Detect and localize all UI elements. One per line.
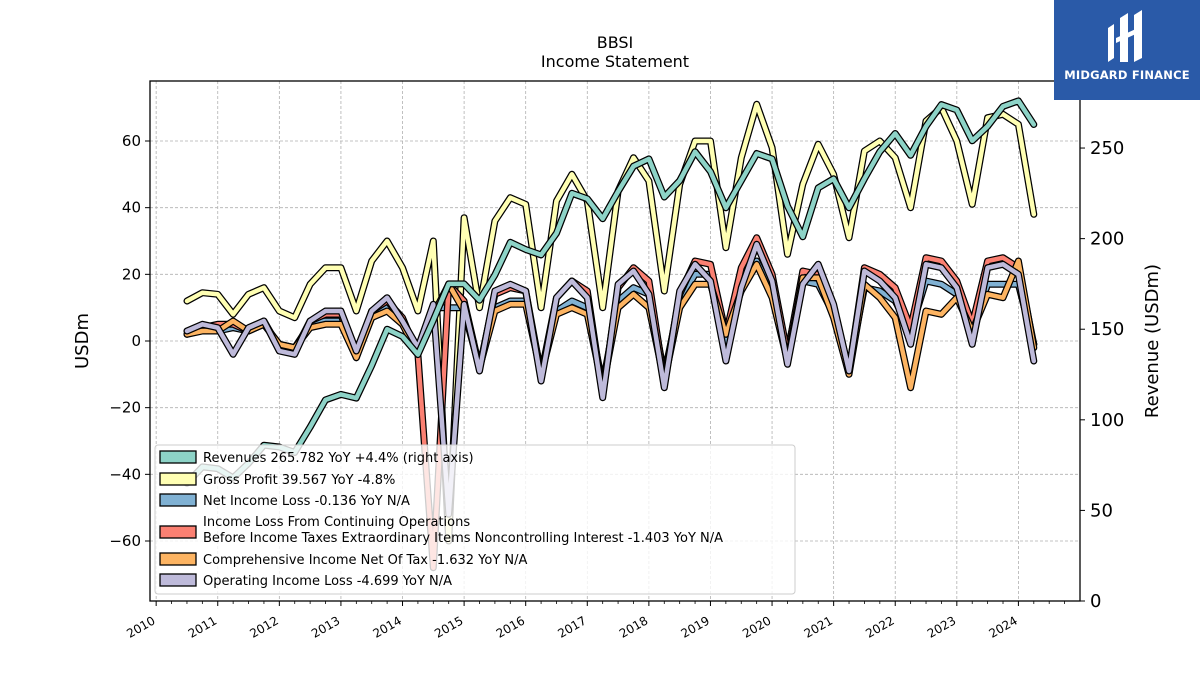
x-tick-label: 2017 bbox=[555, 613, 588, 640]
brand-logo: MIDGARD FINANCE bbox=[1054, 0, 1200, 100]
x-tick-label: 2016 bbox=[494, 613, 527, 640]
x-tick-label: 2023 bbox=[925, 613, 958, 640]
legend-swatch-0 bbox=[159, 472, 197, 486]
x-tick-label: 2019 bbox=[679, 613, 712, 640]
legend-label: Income Loss From Continuing Operations bbox=[203, 515, 470, 530]
right-axis-label: Revenue (USDm) bbox=[1142, 264, 1163, 418]
left-tick-label: 60 bbox=[122, 132, 141, 150]
legend-label: Net Income Loss -0.136 YoY N/A bbox=[203, 494, 410, 509]
series-line-5 bbox=[184, 98, 1037, 486]
legend-swatch-5 bbox=[159, 450, 197, 464]
series-line-4 bbox=[184, 242, 1037, 517]
left-tick-label: 20 bbox=[122, 265, 141, 283]
x-tick-label: 2014 bbox=[371, 613, 404, 640]
legend: Revenues 265.782 YoY +4.4% (right axis) G… bbox=[154, 444, 796, 595]
x-tick-label: 2022 bbox=[863, 613, 896, 640]
right-axis-ticks: 0 50 100 150 200 250 bbox=[1080, 138, 1124, 612]
right-tick-label: 0 bbox=[1090, 591, 1101, 612]
x-tick-label: 2010 bbox=[124, 613, 157, 640]
left-axis-label: USDm bbox=[72, 313, 93, 369]
left-tick-label: −20 bbox=[109, 399, 141, 417]
legend-label: Gross Profit 39.567 YoY -4.8% bbox=[203, 473, 395, 488]
right-tick-label: 200 bbox=[1090, 229, 1124, 250]
x-tick-label: 2021 bbox=[802, 613, 835, 640]
x-tick-label: 2011 bbox=[186, 613, 219, 640]
right-tick-label: 150 bbox=[1090, 319, 1124, 340]
chart-title: BBSI bbox=[597, 33, 634, 52]
chart-subtitle: Income Statement bbox=[541, 52, 689, 71]
x-tick-label: 2015 bbox=[432, 613, 465, 640]
right-tick-label: 250 bbox=[1090, 138, 1124, 159]
left-tick-label: −60 bbox=[109, 532, 141, 550]
x-tick-label: 2018 bbox=[617, 613, 650, 640]
right-tick-label: 50 bbox=[1090, 500, 1113, 521]
x-tick-label: 2013 bbox=[309, 613, 342, 640]
left-axis-ticks: −60 −40 −20 0 20 40 60 bbox=[109, 132, 150, 550]
left-tick-label: 0 bbox=[131, 332, 141, 350]
legend-box bbox=[154, 444, 796, 595]
brand-name: MIDGARD FINANCE bbox=[1064, 68, 1190, 82]
legend-label: Operating Income Loss -4.699 YoY N/A bbox=[203, 574, 452, 589]
logo-mark-icon bbox=[1108, 10, 1142, 62]
legend-swatch-4 bbox=[159, 573, 197, 587]
series-lines bbox=[183, 97, 1038, 572]
left-tick-label: −40 bbox=[109, 465, 141, 483]
series-outline-5 bbox=[183, 97, 1038, 487]
x-axis-ticks: 2010 2011 2012 2013 2014 2015 2016 2017 2018 2019… bbox=[124, 601, 1066, 641]
x-tick-label: 2012 bbox=[247, 613, 280, 640]
left-tick-label: 40 bbox=[122, 199, 141, 217]
legend-label: Revenues 265.782 YoY +4.4% (right axis) bbox=[203, 451, 474, 466]
legend-swatch-1 bbox=[159, 493, 197, 507]
legend-label: Before Income Taxes Extraordinary Items … bbox=[203, 531, 723, 546]
series-line-0 bbox=[184, 102, 1037, 544]
x-tick-label: 2020 bbox=[740, 613, 773, 640]
legend-swatch-3 bbox=[159, 552, 197, 566]
legend-label: Comprehensive Income Net Of Tax -1.632 Y… bbox=[203, 553, 528, 568]
x-tick-label: 2024 bbox=[986, 613, 1019, 640]
right-tick-label: 100 bbox=[1090, 410, 1124, 431]
legend-swatch-2 bbox=[159, 525, 197, 539]
